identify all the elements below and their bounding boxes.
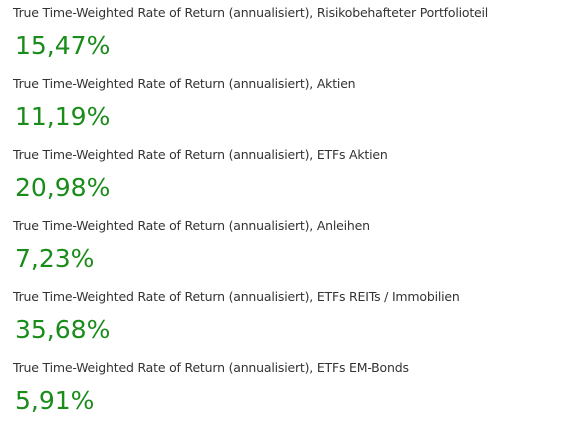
metric-label: True Time-Weighted Rate of Return (annua… bbox=[13, 76, 356, 91]
metric-label: True Time-Weighted Rate of Return (annua… bbox=[13, 289, 460, 304]
metric-item: True Time-Weighted Rate of Return (annua… bbox=[0, 0, 574, 71]
metric-item: True Time-Weighted Rate of Return (annua… bbox=[0, 142, 574, 213]
metric-label: True Time-Weighted Rate of Return (annua… bbox=[13, 218, 370, 233]
metric-value: 7,23% bbox=[15, 244, 95, 273]
metric-value: 20,98% bbox=[15, 173, 111, 202]
metric-value: 15,47% bbox=[15, 31, 111, 60]
metric-label: True Time-Weighted Rate of Return (annua… bbox=[13, 5, 489, 20]
metric-value: 5,91% bbox=[15, 386, 95, 415]
metric-item: True Time-Weighted Rate of Return (annua… bbox=[0, 355, 574, 424]
metric-label: True Time-Weighted Rate of Return (annua… bbox=[13, 360, 409, 375]
metric-value: 11,19% bbox=[15, 102, 111, 131]
metric-value: 35,68% bbox=[15, 315, 111, 344]
metric-item: True Time-Weighted Rate of Return (annua… bbox=[0, 284, 574, 355]
metric-item: True Time-Weighted Rate of Return (annua… bbox=[0, 71, 574, 142]
metric-item: True Time-Weighted Rate of Return (annua… bbox=[0, 213, 574, 284]
metric-label: True Time-Weighted Rate of Return (annua… bbox=[13, 147, 388, 162]
